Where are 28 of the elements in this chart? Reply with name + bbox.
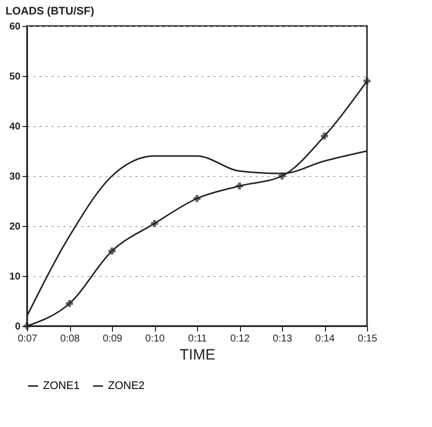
legend-label: ZONE2 [108,380,145,392]
y-tick-label: 10 [9,272,21,282]
x-tick-label: 0:10 [145,334,166,344]
point [150,220,158,228]
x-tick-label: 0:09 [102,334,123,344]
point [236,182,244,190]
x-tick-label: 0:12 [230,334,250,344]
point [320,132,328,140]
y-tick-label: 40 [9,122,21,132]
point [66,300,74,308]
point [363,77,371,85]
point [193,194,201,202]
point [108,247,116,255]
x-tick-label: 0:07 [18,334,38,344]
y-axis-title: LOADS (BTU/SF) [6,6,94,18]
x-tick-label: 0:08 [60,334,80,344]
point [278,172,286,180]
x-tick-label: 0:15 [358,334,378,344]
legend-label: ZONE1 [43,380,80,392]
x-tick-label: 0:14 [315,334,336,344]
y-tick-label: 60 [9,22,21,32]
x-axis-title: TIME [180,346,216,364]
y-tick-label: 20 [9,222,21,232]
y-tick-label: 30 [9,172,21,182]
x-tick-label: 0:13 [272,334,293,344]
x-tick-label: 0:11 [188,334,208,344]
y-tick-label: 50 [9,72,21,82]
y-tick-label: 0 [14,322,21,332]
